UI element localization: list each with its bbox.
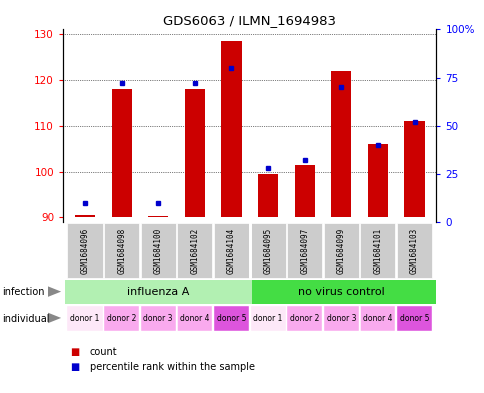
Bar [250, 307, 285, 331]
Text: GSM1684103: GSM1684103 [409, 228, 418, 274]
Bar [287, 307, 321, 331]
Text: donor 3: donor 3 [326, 314, 355, 323]
Text: no virus control: no virus control [297, 287, 384, 297]
Text: percentile rank within the sample: percentile rank within the sample [90, 362, 254, 373]
Text: donor 1: donor 1 [70, 314, 100, 323]
Bar [221, 41, 241, 217]
Bar [323, 222, 358, 279]
Title: GDS6063 / ILMN_1694983: GDS6063 / ILMN_1694983 [163, 14, 335, 27]
Bar [111, 89, 132, 217]
Text: infection: infection [2, 287, 45, 298]
Text: ■: ■ [70, 347, 79, 357]
Bar [177, 222, 212, 279]
Text: GSM1684100: GSM1684100 [153, 228, 163, 274]
Text: GSM1684095: GSM1684095 [263, 228, 272, 274]
Text: donor 4: donor 4 [180, 314, 209, 323]
Text: donor 4: donor 4 [363, 314, 392, 323]
Text: GSM1684096: GSM1684096 [80, 228, 90, 274]
Bar [396, 307, 431, 331]
Bar [177, 307, 212, 331]
Bar [140, 307, 176, 331]
Bar [213, 307, 248, 331]
Text: donor 2: donor 2 [107, 314, 136, 323]
Bar [331, 71, 350, 217]
Text: individual: individual [2, 314, 50, 324]
Bar [104, 307, 139, 331]
Bar [294, 165, 314, 217]
Text: GSM1684098: GSM1684098 [117, 228, 126, 274]
Text: GSM1684102: GSM1684102 [190, 228, 199, 274]
Text: influenza A: influenza A [127, 287, 189, 297]
Text: GSM1684104: GSM1684104 [227, 228, 236, 274]
Bar [140, 222, 176, 279]
Bar [287, 222, 321, 279]
Bar [396, 222, 431, 279]
Bar [67, 222, 103, 279]
Bar [257, 174, 278, 217]
Bar [323, 307, 358, 331]
Bar [65, 280, 251, 304]
Polygon shape [47, 312, 61, 323]
Bar [75, 215, 95, 217]
Text: ■: ■ [70, 362, 79, 373]
Bar [367, 144, 387, 217]
Bar [148, 216, 168, 217]
Bar [213, 222, 248, 279]
Bar [404, 121, 424, 217]
Bar [250, 222, 285, 279]
Text: GSM1684099: GSM1684099 [336, 228, 345, 274]
Bar [184, 89, 205, 217]
Bar [104, 222, 139, 279]
Bar [360, 307, 394, 331]
Text: donor 5: donor 5 [216, 314, 246, 323]
Text: count: count [90, 347, 117, 357]
Bar [251, 280, 436, 304]
Bar [67, 307, 103, 331]
Bar [360, 222, 394, 279]
Polygon shape [47, 286, 61, 297]
Text: donor 3: donor 3 [143, 314, 173, 323]
Text: GSM1684097: GSM1684097 [300, 228, 309, 274]
Text: donor 2: donor 2 [289, 314, 319, 323]
Text: GSM1684101: GSM1684101 [373, 228, 381, 274]
Text: donor 1: donor 1 [253, 314, 282, 323]
Text: donor 5: donor 5 [399, 314, 428, 323]
